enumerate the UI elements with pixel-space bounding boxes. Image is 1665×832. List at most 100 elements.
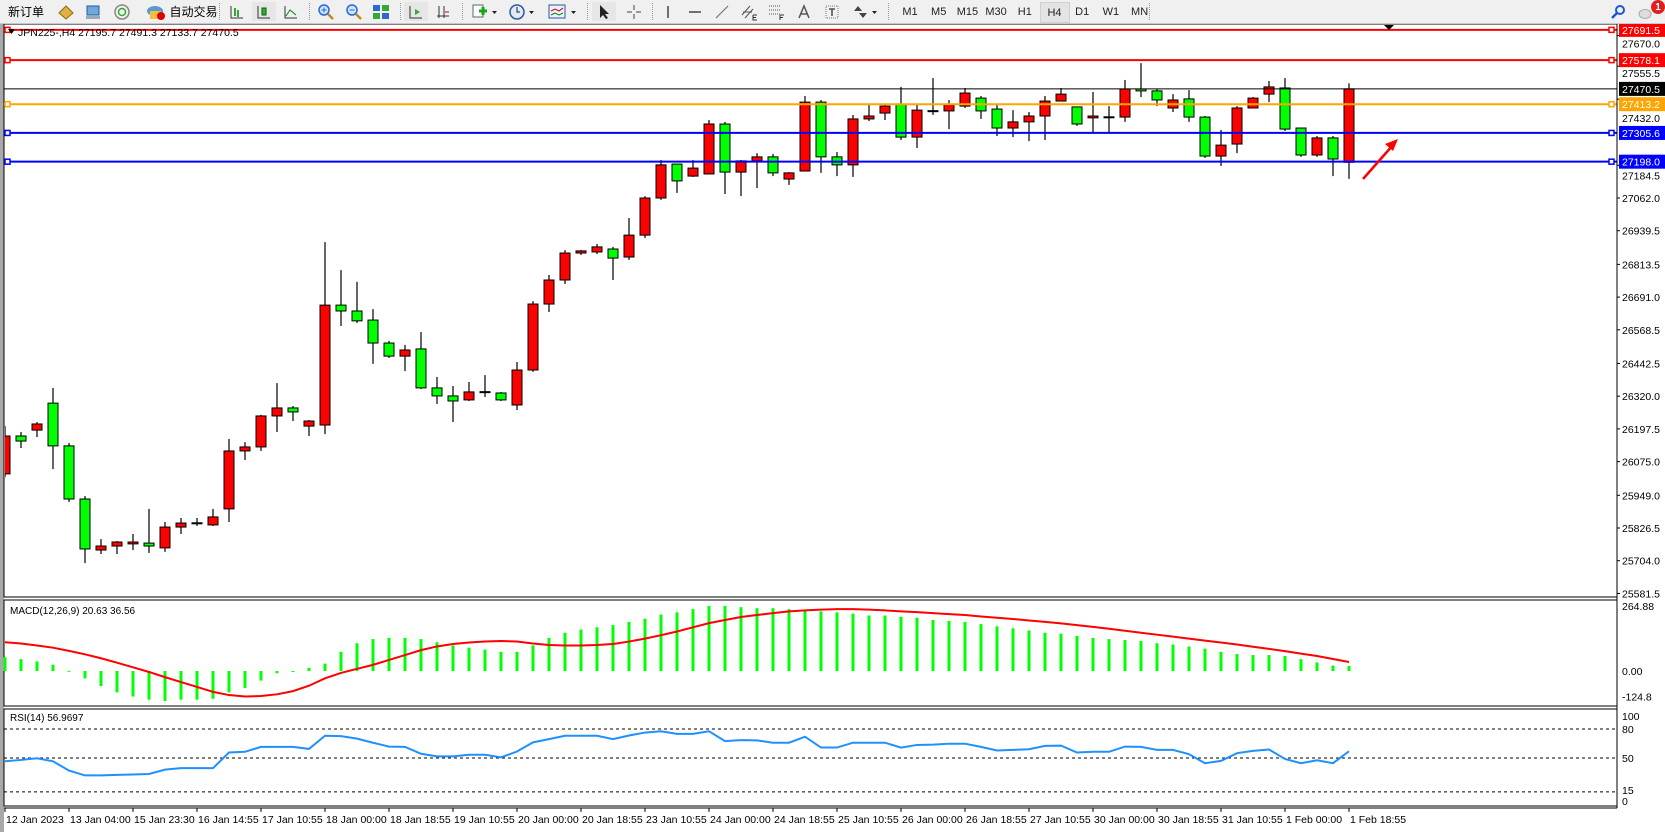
candle[interactable] (79, 496, 91, 564)
candle[interactable] (223, 438, 235, 522)
candle[interactable] (1215, 129, 1227, 166)
candle[interactable] (847, 114, 859, 177)
candle[interactable] (575, 250, 587, 255)
horizontal-line-handle-left[interactable] (4, 158, 11, 165)
candle[interactable] (479, 375, 491, 397)
horizontal-line-handle-right[interactable] (1608, 100, 1615, 108)
candle[interactable] (623, 218, 635, 260)
trendline-tool-button[interactable] (710, 2, 734, 21)
candle[interactable] (703, 120, 715, 175)
indicators-button[interactable] (468, 2, 502, 21)
horizontal-line-handle-right[interactable] (1608, 56, 1615, 64)
horizontal-line-handle-right[interactable] (1608, 158, 1615, 165)
candle[interactable] (927, 78, 939, 115)
timeframe-h4-button[interactable]: H4 (1039, 2, 1070, 23)
main-price-panel[interactable] (0, 23, 1618, 598)
candle[interactable] (543, 274, 555, 313)
candle[interactable] (527, 301, 539, 372)
candle[interactable] (143, 508, 155, 553)
candle[interactable] (879, 105, 891, 121)
candle[interactable] (511, 361, 523, 411)
auto-trading-button[interactable]: 自动交易 (136, 2, 228, 21)
candle[interactable] (111, 540, 123, 555)
candle[interactable] (63, 442, 75, 502)
candle[interactable] (47, 387, 59, 470)
horizontal-line-handle-left[interactable] (4, 100, 11, 108)
timeframe-h1-button[interactable]: H1 (1017, 5, 1032, 18)
candle[interactable] (191, 517, 203, 526)
candle[interactable] (127, 534, 139, 551)
candle[interactable] (1311, 136, 1323, 157)
candle[interactable] (671, 163, 683, 193)
timeframe-mn-button[interactable]: MN (1131, 5, 1149, 18)
timeframe-m15-button[interactable]: M15 (956, 5, 979, 18)
periods-button[interactable] (505, 2, 539, 21)
candle[interactable] (1071, 106, 1083, 126)
timeframe-w1-button[interactable]: W1 (1102, 5, 1120, 18)
candle[interactable] (783, 172, 795, 185)
candle[interactable] (447, 386, 459, 423)
macd-panel[interactable] (3, 599, 1618, 707)
candle[interactable] (383, 340, 395, 358)
annotation-arrow-icon[interactable] (1362, 139, 1398, 180)
candle[interactable] (159, 521, 171, 552)
arrows-tool-button[interactable] (848, 2, 882, 21)
candle[interactable] (1023, 111, 1035, 142)
timeframe-m5-button[interactable]: M5 (931, 5, 947, 18)
signals-button[interactable] (110, 2, 134, 21)
zoom-in-button[interactable] (314, 2, 338, 21)
candle[interactable] (639, 196, 651, 239)
candle[interactable] (991, 103, 1003, 137)
candle[interactable] (495, 391, 507, 401)
candle[interactable] (415, 332, 427, 389)
candlestick-chart-button[interactable] (252, 2, 276, 21)
candle[interactable] (1199, 116, 1211, 158)
candle[interactable] (207, 508, 219, 526)
candle[interactable] (431, 376, 443, 404)
cursor-tool-button[interactable] (592, 2, 616, 21)
chart-shift-marker-icon[interactable] (1384, 25, 1394, 30)
market-watch-button[interactable] (54, 2, 78, 21)
timeframe-d1-button[interactable]: D1 (1075, 5, 1090, 18)
line-chart-button[interactable] (279, 2, 303, 21)
tile-windows-button[interactable] (369, 2, 393, 21)
candle[interactable] (767, 153, 779, 177)
search-button[interactable] (1608, 2, 1628, 21)
notifications-button[interactable] (1634, 2, 1658, 21)
text-label-tool-button[interactable] (820, 2, 844, 21)
candle[interactable] (335, 270, 347, 326)
candle[interactable] (351, 281, 363, 323)
timeframe-m1-button[interactable]: M1 (902, 5, 918, 18)
candle[interactable] (1183, 90, 1195, 122)
candle[interactable] (95, 539, 107, 555)
zoom-out-button[interactable] (342, 2, 366, 21)
timeframe-m30-button[interactable]: M30 (985, 5, 1007, 18)
horizontal-line-tool-button[interactable] (683, 2, 707, 21)
candle[interactable] (863, 105, 875, 122)
fibonacci-tool-button[interactable] (764, 2, 788, 21)
candle[interactable] (911, 103, 923, 149)
candle[interactable] (319, 242, 331, 435)
header-dropdown-icon[interactable] (8, 29, 15, 34)
candle[interactable] (31, 422, 43, 438)
candle[interactable] (1231, 106, 1243, 154)
horizontal-line-handle-right[interactable] (1608, 129, 1615, 137)
candle[interactable] (591, 243, 603, 255)
candle[interactable] (271, 383, 283, 432)
data-window-button[interactable] (81, 2, 105, 21)
candle[interactable] (1087, 91, 1099, 134)
candle[interactable] (1327, 136, 1339, 177)
candle[interactable] (463, 382, 475, 401)
candle[interactable] (0, 426, 11, 478)
candle[interactable] (399, 344, 411, 372)
new-order-button[interactable]: 新订单 (3, 2, 49, 21)
templates-button[interactable] (545, 2, 581, 21)
rsi-panel[interactable] (3, 708, 1618, 807)
candle[interactable] (303, 419, 315, 436)
candle[interactable] (175, 517, 187, 535)
vertical-line-tool-button[interactable] (656, 2, 680, 21)
text-tool-button[interactable] (792, 2, 816, 21)
candle[interactable] (559, 250, 571, 285)
bar-chart-button[interactable] (225, 2, 249, 21)
